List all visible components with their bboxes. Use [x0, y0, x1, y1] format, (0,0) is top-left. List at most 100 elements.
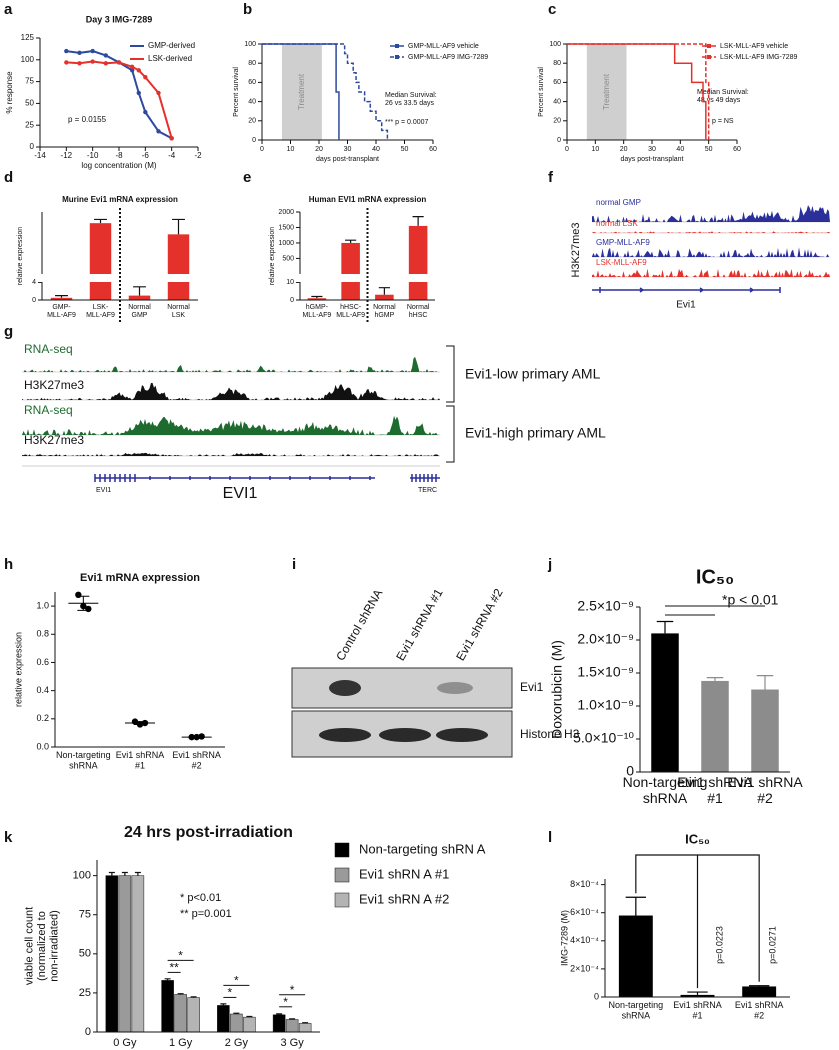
y-axis-label: IMG-7289 (M) — [559, 910, 569, 966]
y-tick-label: 0 — [85, 1026, 91, 1038]
error-bar — [302, 1022, 309, 1024]
blot-band — [329, 680, 361, 696]
y-tick-label: 100 — [244, 41, 256, 48]
y-tick-label: 5.0×10⁻¹⁰ — [573, 730, 634, 746]
legend-label: GMP-derived — [148, 41, 195, 50]
x-tick-label: GMP-MLL-AF9 — [47, 304, 76, 319]
legend-swatch — [334, 867, 350, 883]
error-bar — [220, 1003, 227, 1006]
data-point — [156, 90, 161, 96]
blot-row-label: Evi1 — [520, 680, 544, 694]
x-tick-label: Evi1 shRNA #2 — [735, 1000, 784, 1020]
gene-model — [592, 287, 781, 293]
panel-letter: i — [292, 556, 296, 573]
y-tick-label: 0.4 — [36, 685, 49, 695]
y-axis-label: % response — [5, 71, 14, 114]
x-tick-label: 30 — [344, 146, 352, 153]
x-tick-label: Evi1 shRNA #2 — [172, 750, 221, 770]
legend-label: LSK-MLL-AF9 IMG-7289 — [720, 54, 798, 61]
data-point — [103, 61, 109, 66]
blot-band — [319, 728, 371, 742]
signal-track — [22, 452, 440, 456]
data-point — [129, 68, 135, 73]
significance-label: * — [283, 995, 288, 1009]
x-tick-label: Normal LSK — [167, 304, 190, 319]
error-bar — [177, 993, 184, 995]
bar — [298, 1023, 312, 1033]
x-tick-label: -8 — [115, 151, 123, 160]
y-tick-label: 0.0 — [36, 741, 49, 751]
x-tick-label: 50 — [705, 146, 713, 153]
bar — [174, 994, 187, 1033]
blot-panel — [291, 667, 513, 709]
y-axis-label: Percent survival — [538, 67, 545, 117]
significance-label: * — [178, 949, 183, 963]
data-point — [90, 48, 95, 54]
y-axis-label: Percent survival — [233, 67, 240, 117]
x-tick-label: 1 Gy — [169, 1037, 193, 1049]
x-tick-label: Evi1 shRNA #1 — [673, 1000, 722, 1020]
y-tick-label: 60 — [248, 79, 256, 86]
y-tick-label: 2.5×10⁻⁹ — [577, 598, 634, 614]
annotation: p=0.0223 — [714, 926, 724, 964]
data-point — [136, 90, 141, 96]
y-tick-label: 20 — [248, 118, 256, 125]
x-tick-label: -2 — [194, 151, 202, 160]
series-line — [66, 50, 173, 140]
error-bar — [134, 871, 141, 876]
annotation: Median Survival: 26 vs 33.5 days — [385, 92, 437, 107]
legend-marker — [395, 44, 399, 48]
bar — [105, 875, 119, 1033]
error-bar — [77, 595, 90, 611]
error-bar — [233, 1012, 240, 1015]
y-tick-label: 25 — [79, 987, 91, 999]
bar — [285, 1019, 299, 1033]
y-tick-label: 4 — [32, 279, 36, 286]
legend-marker — [707, 44, 711, 48]
x-tick-label: -4 — [168, 151, 176, 160]
track-label: normal GMP — [596, 198, 641, 207]
error-bar — [625, 896, 647, 916]
bar — [187, 997, 200, 1033]
error-bar — [133, 286, 146, 296]
y-tick-label: 8×10⁻⁴ — [570, 879, 599, 889]
bar — [307, 298, 327, 300]
y-tick-label: 0.2 — [36, 713, 49, 723]
y-tick-label: 50 — [79, 948, 91, 960]
blot-row-label: Histone H3 — [520, 727, 580, 741]
y-tick-label: 100 — [549, 41, 561, 48]
y-tick-label: 0.6 — [36, 657, 49, 667]
error-bar — [687, 991, 708, 995]
x-tick-label: Evi1 shRNA #1 — [116, 750, 165, 770]
bar — [272, 1014, 286, 1033]
data-point — [64, 48, 69, 54]
panel-letter: e — [243, 169, 251, 186]
survival-curve — [262, 43, 389, 140]
y-axis-label: viable cell count(normalized tonon-irrad… — [23, 907, 60, 985]
track-label: RNA-seq — [24, 342, 73, 356]
annotation: p=0.0271 — [767, 926, 777, 964]
y-tick-label: 1000 — [278, 240, 294, 247]
y-tick-label: 25 — [25, 120, 34, 129]
annotation: Median Survival: 48 vs 49 days — [697, 89, 749, 104]
y-tick-label: 80 — [248, 60, 256, 67]
treatment-label: Treatment — [602, 73, 611, 110]
panel-letter: f — [548, 169, 554, 186]
data-point — [85, 605, 92, 613]
error-bar — [190, 736, 203, 739]
track-label: H3K27me3 — [24, 378, 84, 392]
error-bar — [706, 677, 724, 681]
x-tick-label: 2 Gy — [225, 1037, 249, 1049]
blot-band — [436, 728, 488, 742]
x-tick-label: -14 — [34, 151, 46, 160]
legend-marker — [395, 55, 399, 59]
x-tick-label: 0 — [565, 146, 569, 153]
bar — [375, 294, 394, 300]
chart-title: IC₅₀ — [685, 831, 710, 846]
error-bar — [134, 721, 146, 725]
y-tick-label: 2.0×10⁻⁹ — [577, 631, 634, 647]
x-tick-label: -10 — [87, 151, 99, 160]
bar — [118, 875, 132, 1033]
y-tick-label: 6×10⁻⁴ — [570, 907, 599, 917]
y-tick-label: 50 — [25, 99, 34, 108]
